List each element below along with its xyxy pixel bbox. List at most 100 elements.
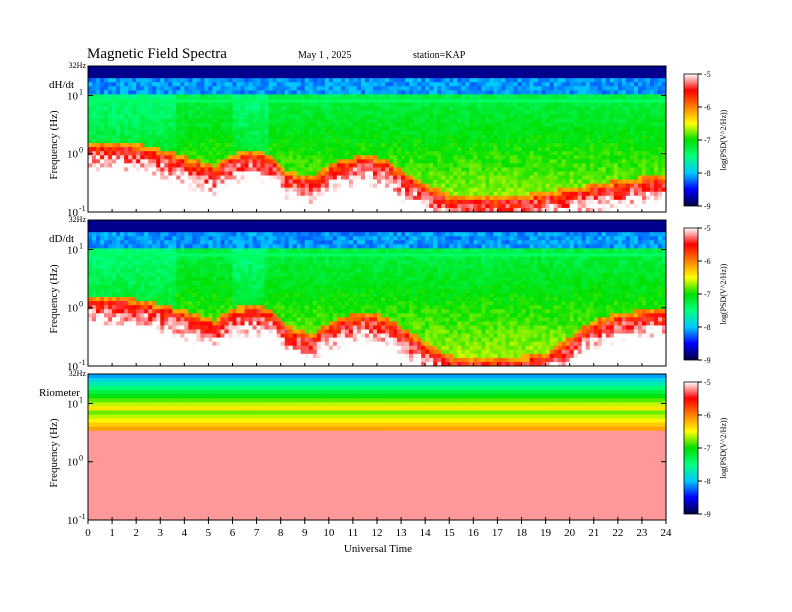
spectrogram-cell (356, 114, 362, 120)
spectrogram-cell (360, 114, 366, 120)
spectrogram-cell (533, 167, 538, 172)
spectrogram-cell (573, 159, 579, 164)
spectrogram-cell (156, 74, 161, 79)
spectrogram-cell (92, 114, 97, 120)
spectrogram-cell (316, 122, 322, 128)
spectrogram-cell (385, 82, 390, 87)
spectrogram-cell (509, 147, 514, 152)
spectrogram-cell (489, 199, 494, 205)
spectrogram-cell (557, 102, 563, 107)
spectrogram-cell (300, 179, 306, 185)
spectrogram-cell (308, 147, 314, 152)
spectrogram-cell (148, 179, 153, 185)
spectrogram-cell (505, 159, 510, 164)
spectrogram-cell (236, 134, 241, 140)
spectrogram-cell (409, 163, 414, 168)
spectrogram-cell (232, 167, 237, 172)
spectrogram-cell (108, 183, 113, 189)
spectrogram-cell (529, 126, 534, 132)
spectrogram-cell (589, 94, 595, 99)
spectrogram-cell (332, 203, 338, 209)
spectrogram-cell (489, 147, 494, 152)
spectrogram-cell (497, 114, 502, 120)
spectrogram-cell (425, 175, 430, 180)
spectrogram-cell (104, 110, 109, 116)
spectrogram-cell (228, 90, 233, 95)
spectrogram-cell (156, 143, 161, 148)
spectrogram-cell (264, 175, 270, 180)
spectrogram-cell (216, 147, 221, 152)
spectrogram-cell (461, 134, 466, 140)
spectrogram-cell (228, 203, 233, 209)
spectrogram-cell (164, 203, 169, 209)
spectrogram-cell (517, 187, 522, 193)
spectrogram-cell (356, 110, 362, 116)
spectrogram-cell (553, 122, 559, 128)
spectrogram-cell (429, 163, 434, 168)
spectrogram-cell (405, 143, 410, 148)
spectrogram-cell (553, 199, 559, 205)
spectrogram-cell (272, 159, 278, 164)
spectrogram-cell (268, 90, 274, 95)
spectrogram-cell (609, 175, 615, 180)
spectrogram-cell (477, 90, 482, 95)
spectrogram-cell (537, 199, 542, 205)
spectrogram-cell (304, 66, 310, 71)
spectrogram-cell (413, 90, 418, 95)
spectrogram-cell (368, 159, 374, 164)
spectrogram-cell (557, 90, 563, 95)
spectrogram-cell (593, 159, 599, 164)
spectrogram-cell (240, 90, 245, 95)
spectrogram-cell (136, 94, 141, 99)
spectrogram-cell (184, 191, 189, 197)
spectrogram-cell (164, 70, 169, 75)
spectrogram-cell (421, 155, 426, 160)
spectrogram-cell (160, 66, 165, 71)
spectrogram-cell (184, 130, 189, 136)
spectrogram-cell (340, 74, 346, 79)
spectrogram-cell (565, 163, 571, 168)
spectrogram-cell (260, 203, 266, 209)
spectrogram-cell (561, 74, 567, 79)
spectrogram-cell (160, 187, 165, 193)
spectrogram-cell (328, 110, 334, 116)
spectrogram-cell (409, 110, 414, 116)
spectrogram-cell (208, 199, 213, 205)
spectrogram-cell (232, 163, 237, 168)
spectrogram-cell (577, 191, 583, 197)
spectrogram-cell (244, 155, 249, 160)
spectrogram-cell (108, 171, 113, 176)
spectrogram-cell (204, 110, 209, 116)
spectrogram-cell (529, 147, 534, 152)
spectrogram-cell (549, 155, 555, 160)
spectrogram-cell (453, 70, 458, 75)
spectrogram-cell (545, 167, 550, 172)
spectrogram-cell (180, 82, 185, 87)
spectrogram-cell (549, 183, 555, 189)
spectrogram-cell (296, 151, 302, 156)
spectrogram-cell (553, 167, 559, 172)
spectrogram-cell (445, 167, 450, 172)
spectrogram-cell (629, 159, 635, 164)
spectrogram-cell (256, 203, 261, 209)
spectrogram-cell (348, 183, 354, 189)
spectrogram-cell (364, 86, 370, 91)
spectrogram-cell (493, 139, 498, 144)
spectrogram-cell (469, 74, 474, 79)
spectrogram-cell (284, 163, 290, 168)
spectrogram-cell (260, 82, 266, 87)
spectrogram-cell (156, 179, 161, 185)
spectrogram-cell (120, 163, 125, 168)
spectrogram-cell (517, 126, 522, 132)
spectrogram-cell (629, 110, 635, 116)
spectrogram-cell (268, 74, 274, 79)
spectrogram-cell (421, 66, 426, 71)
spectrogram-cell (421, 183, 426, 189)
spectrogram-cell (493, 151, 498, 156)
spectrogram-cell (465, 183, 470, 189)
spectrogram-cell (413, 163, 418, 168)
spectrogram-cell (497, 175, 502, 180)
spectrogram-cell (429, 102, 434, 107)
spectrogram-cell (433, 70, 438, 75)
spectrogram-cell (340, 102, 346, 107)
